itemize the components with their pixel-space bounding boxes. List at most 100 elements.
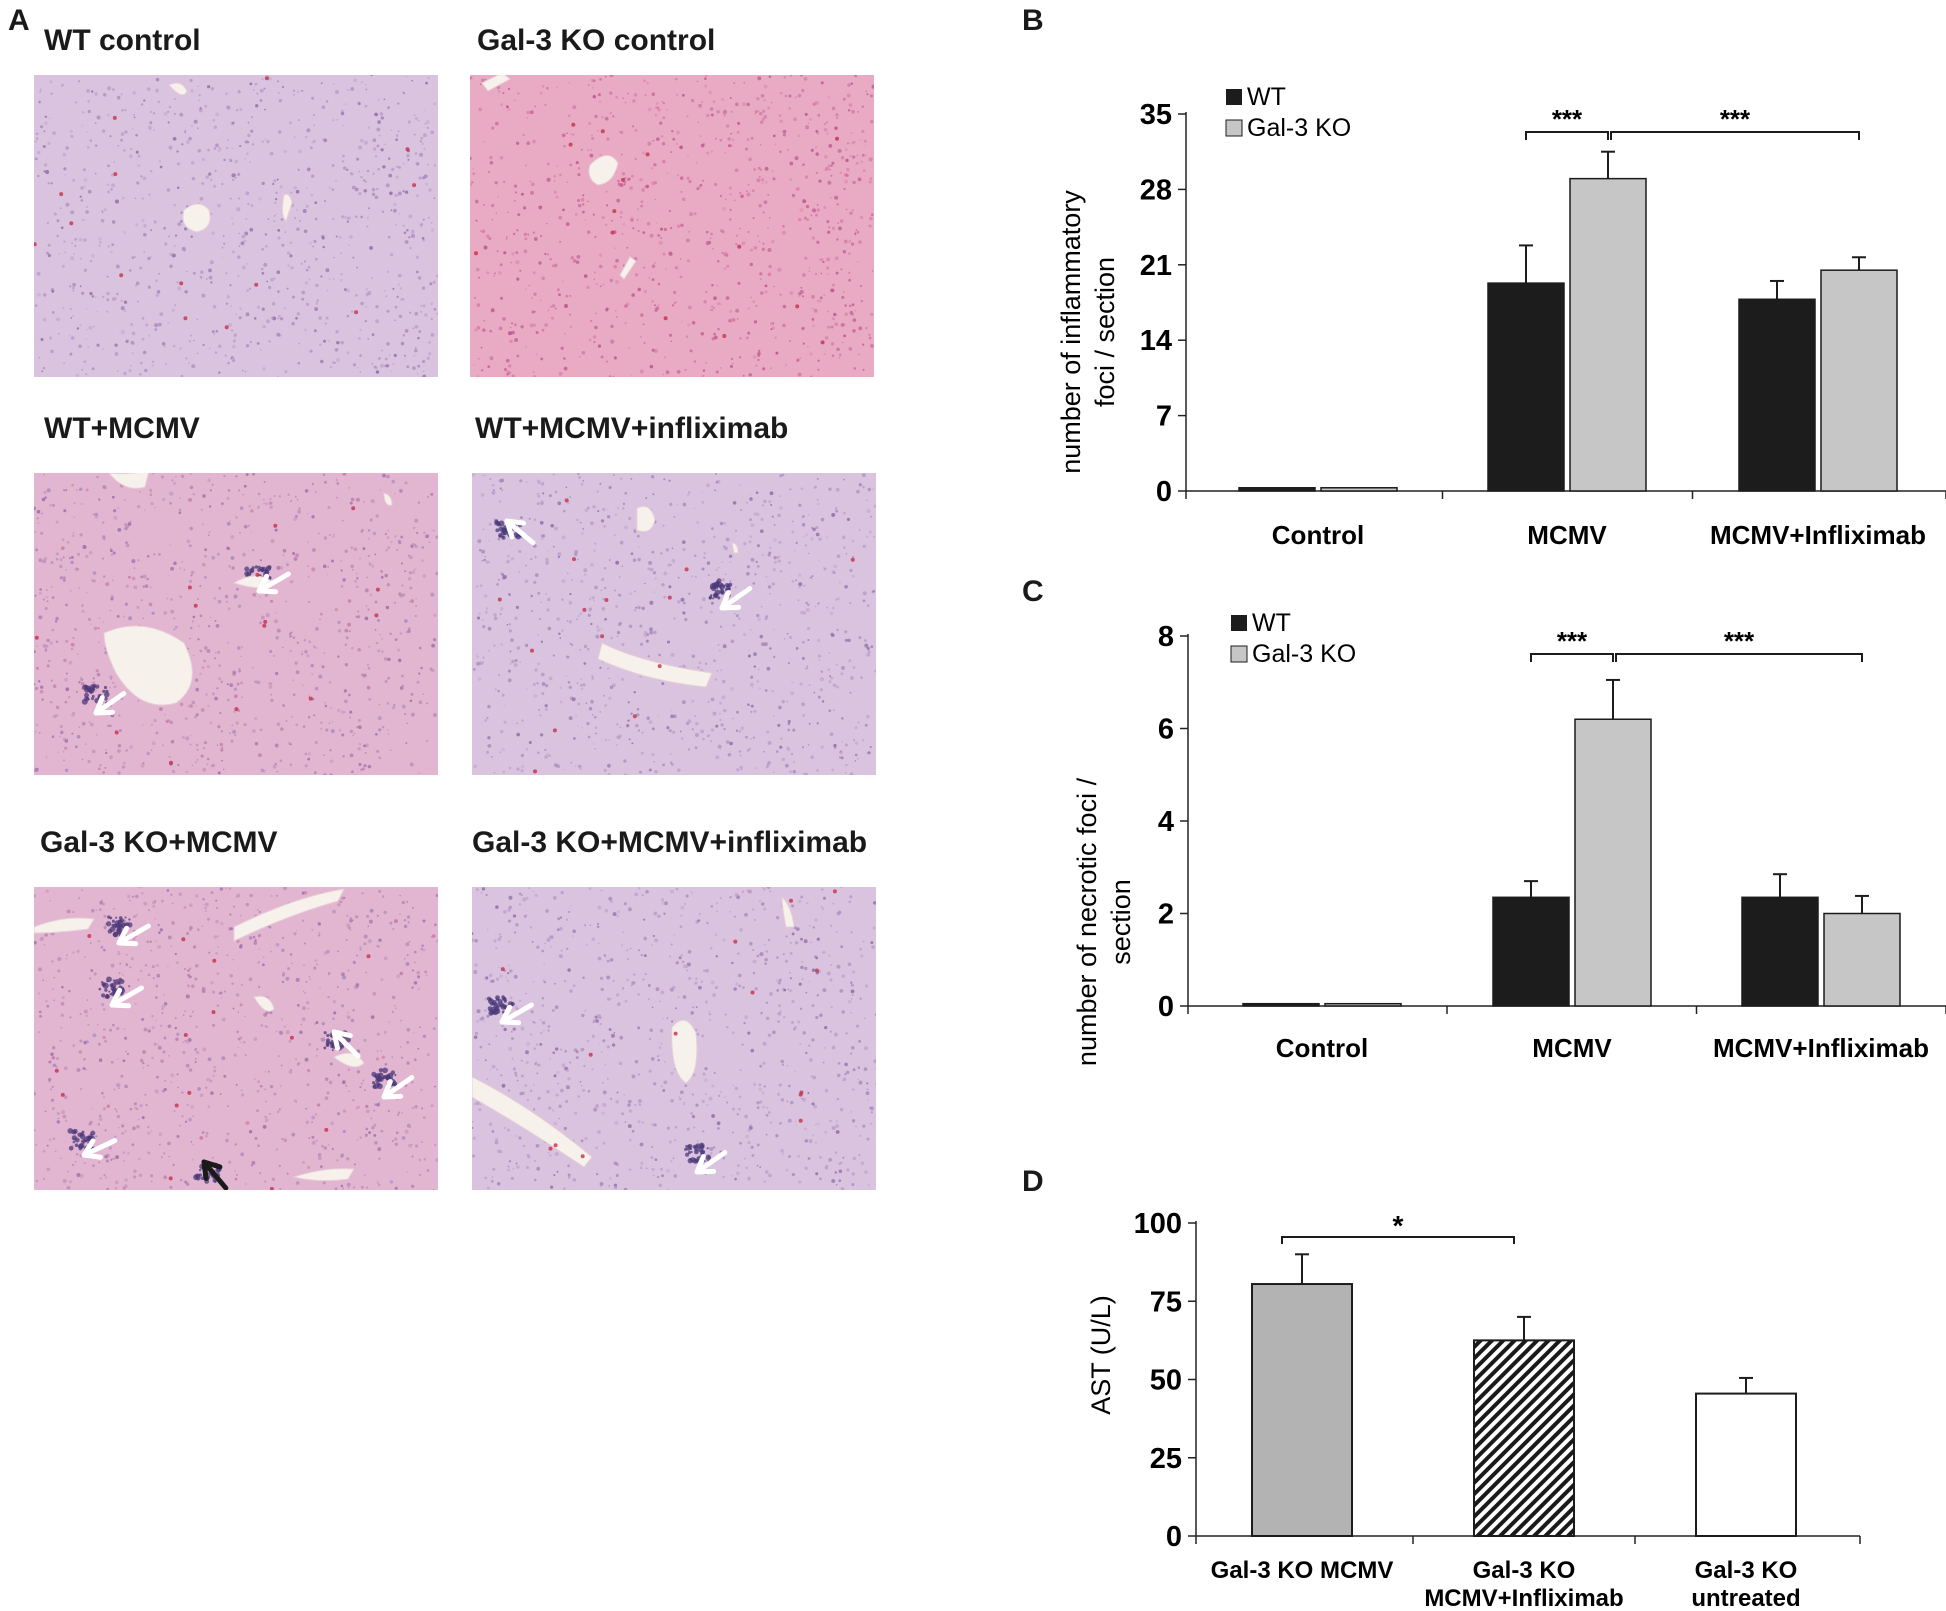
chart-b-category-label: MCMV+Infliximab [1710, 520, 1926, 550]
chart-c-significance-bracket [1530, 653, 1614, 662]
chart-b-ylabel-line-2: foci / section [1090, 257, 1120, 407]
legend-label-wt: WT [1252, 609, 1291, 637]
micrograph-nuclei [34, 75, 438, 377]
chart-c-significance-label: *** [1557, 626, 1588, 656]
micrograph-gal3-ko-mcmv-infliximab [472, 887, 876, 1190]
chart-b-bar-wt [1487, 282, 1565, 492]
chart-c-significance-label: *** [1724, 626, 1755, 656]
chart-c-error-bar [1773, 873, 1787, 898]
panel-letter-b: B [1022, 4, 1044, 37]
chart-c-error-bar [1606, 678, 1620, 720]
white-arrow-icon [116, 923, 151, 947]
chart-b-y-tick-label: 0 [1156, 476, 1172, 508]
chart-c-significance-bracket [1615, 653, 1863, 662]
panel-letter-d: D [1022, 1165, 1044, 1198]
panel-letter-c: C [1022, 575, 1044, 608]
chart-b-y-tick-label: 7 [1156, 401, 1172, 433]
legend-swatch-wt [1226, 89, 1242, 105]
chart-c-category-label: Control [1276, 1033, 1368, 1063]
micrograph-wt-mcmv [34, 473, 438, 775]
chart-c-ylabel-line-2: section [1106, 879, 1136, 965]
chart-d-y-tick-label: 50 [1150, 1365, 1182, 1397]
white-arrow-icon [81, 1138, 118, 1160]
micrograph-title-gal3-ko-mcmv: Gal-3 KO+MCMV [40, 826, 278, 859]
chart-c-category-label: MCMV [1532, 1033, 1612, 1063]
white-arrow-icon [331, 1029, 361, 1059]
chart-c-y-tick-label: 6 [1158, 714, 1174, 746]
chart-b-significance-bracket [1610, 131, 1860, 140]
chart-d-y-tick-label: 25 [1150, 1443, 1182, 1475]
legend-swatch-gal3-ko [1225, 119, 1243, 137]
micrograph-tissue-background [472, 473, 876, 775]
chart-b-error-bar [1519, 244, 1533, 284]
micrograph-gal3-ko-mcmv [34, 887, 438, 1190]
chart-d-y-tick-label: 100 [1134, 1208, 1182, 1240]
chart-d-category-label: Gal-3 KO [1695, 1557, 1798, 1584]
micrograph-wt-mcmv-infliximab [472, 473, 876, 775]
chart-b-error-bar [1852, 256, 1866, 271]
chart-c-error-bar [1855, 894, 1869, 914]
micrograph-tissue-background [34, 75, 438, 377]
chart-d-error-bar [1739, 1376, 1753, 1394]
chart-c-y-tick-label: 4 [1158, 806, 1174, 838]
chart-c-category-label: MCMV+Infliximab [1713, 1033, 1929, 1063]
chart-c: number of necrotic foci / section WT Gal… [1072, 609, 1946, 1066]
micrograph-vessels [472, 895, 795, 1168]
chart-d-y-tick-label: 0 [1166, 1521, 1182, 1553]
chart-c-bar-wt [1492, 896, 1570, 1007]
chart-c-bar-gal-3-ko [1823, 912, 1901, 1007]
chart-c-y-tick-label: 0 [1158, 991, 1174, 1023]
chart-d-category-label: MCMV+Infliximab [1424, 1585, 1623, 1611]
micrograph-title-gal3-ko-control: Gal-3 KO control [477, 24, 716, 57]
black-arrow-icon [201, 1159, 229, 1190]
chart-b-significance-label: *** [1720, 104, 1751, 134]
white-arrow-icon [381, 1074, 415, 1100]
chart-c-y-tick-label: 2 [1158, 899, 1174, 931]
chart-c-bar-wt [1242, 1002, 1320, 1007]
white-arrow-icon [504, 518, 536, 546]
chart-b-ylabel-line-1: number of inflammatory [1056, 190, 1086, 474]
white-arrow-icon [719, 585, 753, 611]
micrograph-vessels [168, 82, 293, 233]
legend-label-gal3-ko: Gal-3 KO [1247, 114, 1351, 142]
chart-b-y-tick-label: 14 [1140, 325, 1172, 357]
chart-d-category-label: untreated [1691, 1585, 1800, 1611]
chart-c-bar-gal-3-ko [1324, 1002, 1402, 1007]
micrograph-nuclei [472, 473, 876, 775]
chart-d-significance-bracket [1281, 1236, 1515, 1244]
white-arrow-icon [109, 985, 144, 1009]
chart-d-y-tick-label: 75 [1150, 1286, 1182, 1318]
micrograph-title-wt-control: WT control [44, 24, 201, 57]
micrograph-wt-control [34, 75, 438, 377]
chart-d-ylabel: AST (U/L) [1086, 1295, 1116, 1415]
chart-c-ylabel-line-1: number of necrotic foci / [1072, 777, 1102, 1066]
micrograph-vessels [481, 75, 637, 280]
micrograph-title-gal3-ko-mcmv-infliximab: Gal-3 KO+MCMV+infliximab [472, 826, 868, 859]
chart-b-category-label: MCMV [1527, 520, 1607, 550]
legend-label-gal3-ko: Gal-3 KO [1252, 640, 1356, 668]
chart-b-y-tick-label: 28 [1140, 174, 1172, 206]
legend-swatch-gal3-ko [1230, 645, 1248, 663]
white-arrow-icon [256, 571, 291, 595]
chart-c-y-tick-label: 8 [1158, 621, 1174, 653]
chart-b-bar-wt [1738, 298, 1816, 492]
chart-b-bar-gal-3-ko [1820, 269, 1898, 492]
chart-b-error-bar [1601, 150, 1615, 179]
chart-d-error-bar [1517, 1315, 1531, 1341]
chart-d-bar [1473, 1339, 1575, 1537]
chart-b-y-tick-label: 21 [1140, 250, 1172, 282]
micrograph-vessels [34, 888, 365, 1182]
micrograph-gal3-ko-control [470, 75, 874, 377]
micrograph-nuclei [470, 75, 874, 377]
panel-letter-a: A [8, 4, 30, 37]
chart-c-error-bar [1524, 880, 1538, 898]
chart-d-bar [1251, 1283, 1353, 1537]
chart-b: number of inflammatory foci / section WT… [1056, 83, 1946, 550]
chart-b-bar-wt [1238, 487, 1316, 492]
chart-d-significance-label: * [1393, 1210, 1404, 1241]
white-arrow-icon [93, 690, 127, 716]
chart-d: AST (U/L) 0 25 50 75 100 Gal-3 KO MCMV Gal-3 K… [1086, 1208, 1861, 1611]
white-arrow-icon [694, 1149, 728, 1175]
chart-d-category-label: Gal-3 KO [1473, 1557, 1576, 1584]
chart-b-category-label: Control [1272, 520, 1364, 550]
